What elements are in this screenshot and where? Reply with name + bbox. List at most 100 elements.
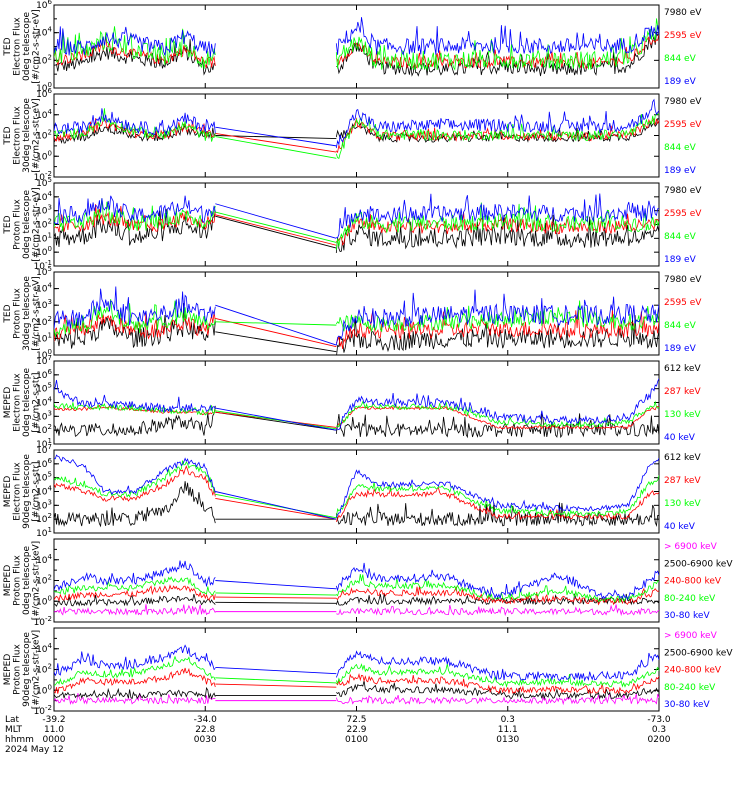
- gap-interp-line: [215, 407, 337, 431]
- series-line-green: [54, 298, 216, 338]
- y-axis-label-line: Electron Flux: [13, 462, 23, 521]
- legend-entry: 612 keV: [664, 453, 701, 463]
- y-tick-label: 104: [36, 26, 52, 39]
- y-axis-label-line: Electron Flux: [13, 106, 23, 165]
- axis-row-value: -73.0: [647, 715, 671, 725]
- series-line-blue: [335, 289, 659, 346]
- y-tick-label: 10-2: [34, 170, 52, 183]
- series-line-red: [54, 204, 216, 233]
- series-line-blue: [335, 562, 659, 601]
- series-line-green: [335, 113, 659, 159]
- y-tick-label: 102: [36, 218, 52, 231]
- y-axis-label-line: MEPED: [3, 387, 13, 419]
- legend-entry: 287 keV: [664, 476, 701, 486]
- y-axis-label-line: MEPED: [3, 565, 13, 597]
- y-axis-label-line: [#/cm2-s-str]: [32, 461, 42, 521]
- legend-entry: 189 eV: [664, 344, 697, 354]
- series-line-green: [335, 202, 659, 251]
- y-axis-label-line: [#/cm2-s-str-keV]: [32, 630, 42, 709]
- panel-2: 10-2 100 102 104 106 TED Electron Flux 30deg te…: [3, 87, 702, 183]
- legend-entry: 240-800 keV: [664, 666, 722, 676]
- y-tick-label: 100: [36, 245, 52, 258]
- axis-row-value: -39.2: [42, 715, 65, 725]
- y-axis-label-line: 0deg telescope: [22, 190, 32, 260]
- y-tick-label: 103: [36, 409, 52, 422]
- series-line-black: [54, 405, 216, 437]
- gap-interp-line: [215, 677, 337, 684]
- axis-row-value: 0000: [43, 735, 66, 745]
- gap-interp-line: [215, 214, 337, 246]
- axis-row-value: 11.1: [498, 725, 518, 735]
- series-line-black: [54, 208, 216, 248]
- legend-entry: 80-240 keV: [664, 683, 716, 693]
- series-line-blue: [54, 560, 216, 592]
- series-line-blue: [336, 193, 659, 239]
- series-line-magenta: [336, 604, 659, 617]
- series-line-red: [54, 36, 216, 69]
- legend-entry: 7980 eV: [664, 8, 702, 18]
- y-tick-label: 104: [36, 553, 52, 566]
- y-axis-label-line: 30deg telescope: [22, 98, 32, 173]
- series-line-blue: [54, 286, 216, 330]
- legend-entry: 2500-6900 keV: [664, 648, 733, 658]
- legend-entry: 40 keV: [664, 433, 696, 443]
- series-line-black: [336, 680, 659, 700]
- legend-entry: 130 keV: [664, 499, 701, 509]
- y-tick-label: 102: [36, 512, 52, 525]
- gap-interp-line: [215, 136, 337, 159]
- series-line-black: [335, 502, 659, 527]
- y-axis-label-line: Proton Flux: [13, 199, 23, 250]
- legend-entry: 844 eV: [664, 321, 697, 331]
- y-tick-label: 100: [36, 594, 52, 607]
- legend-entry: 2595 eV: [664, 31, 702, 41]
- y-tick-label: 102: [36, 129, 52, 142]
- series-line-blue: [54, 26, 216, 57]
- y-tick-label: 103: [36, 204, 52, 217]
- y-tick-label: 105: [36, 176, 52, 189]
- series-line-black: [54, 481, 216, 528]
- y-tick-label: 107: [36, 443, 52, 456]
- y-tick-label: 100: [36, 149, 52, 162]
- series-line-magenta: [335, 693, 659, 706]
- y-tick-label: 102: [36, 315, 52, 328]
- series-line-blue: [54, 379, 216, 413]
- y-axis-label-line: 90deg telescope: [22, 454, 32, 529]
- gap-interp-line: [215, 331, 337, 353]
- y-tick-label: 10-2: [34, 704, 52, 717]
- y-axis-label-line: Electron Flux: [13, 17, 23, 76]
- y-axis-label-line: 0deg telescope: [22, 12, 32, 82]
- gap-interp-line: [215, 318, 337, 348]
- y-axis-label-line: [#/cm2-s-str-eV]: [32, 98, 42, 173]
- date-label: 2024 May 12: [5, 745, 64, 755]
- gap-interp-line: [215, 215, 337, 249]
- y-tick-label: 104: [36, 282, 52, 295]
- series-line-red: [335, 308, 659, 349]
- y-tick-label: 103: [36, 298, 52, 311]
- gap-interp-line: [215, 592, 337, 596]
- axis-row-value: 0.3: [501, 715, 515, 725]
- legend-entry: 189 eV: [664, 77, 697, 87]
- y-tick-label: 104: [36, 396, 52, 409]
- series-line-green: [54, 460, 216, 498]
- gap-interp-line: [215, 666, 337, 675]
- series-line-green: [54, 198, 216, 232]
- axis-row-value: 22.9: [346, 725, 366, 735]
- gap-interp-line: [215, 491, 337, 520]
- legend-entry: 40 keV: [664, 522, 696, 532]
- panel-7: 10-2 100 102 104 MEPED Proton Flux 0deg telesc…: [3, 538, 733, 628]
- y-tick-label: 100: [36, 81, 52, 94]
- gap-interp-line: [215, 126, 337, 147]
- series-line-green: [54, 26, 216, 69]
- series-line-black: [54, 303, 216, 349]
- gap-interp-line: [215, 683, 337, 688]
- y-tick-label: 103: [36, 498, 52, 511]
- series-line-green: [54, 402, 216, 416]
- series-line-blue: [54, 195, 216, 225]
- y-tick-label: 101: [36, 231, 52, 244]
- y-axis-label-line: TED: [3, 304, 13, 323]
- y-tick-label: 101: [36, 526, 52, 539]
- y-tick-label: 105: [36, 265, 52, 278]
- y-axis-label-line: 30deg telescope: [22, 276, 32, 351]
- axis-row-label: hhmm: [5, 735, 34, 745]
